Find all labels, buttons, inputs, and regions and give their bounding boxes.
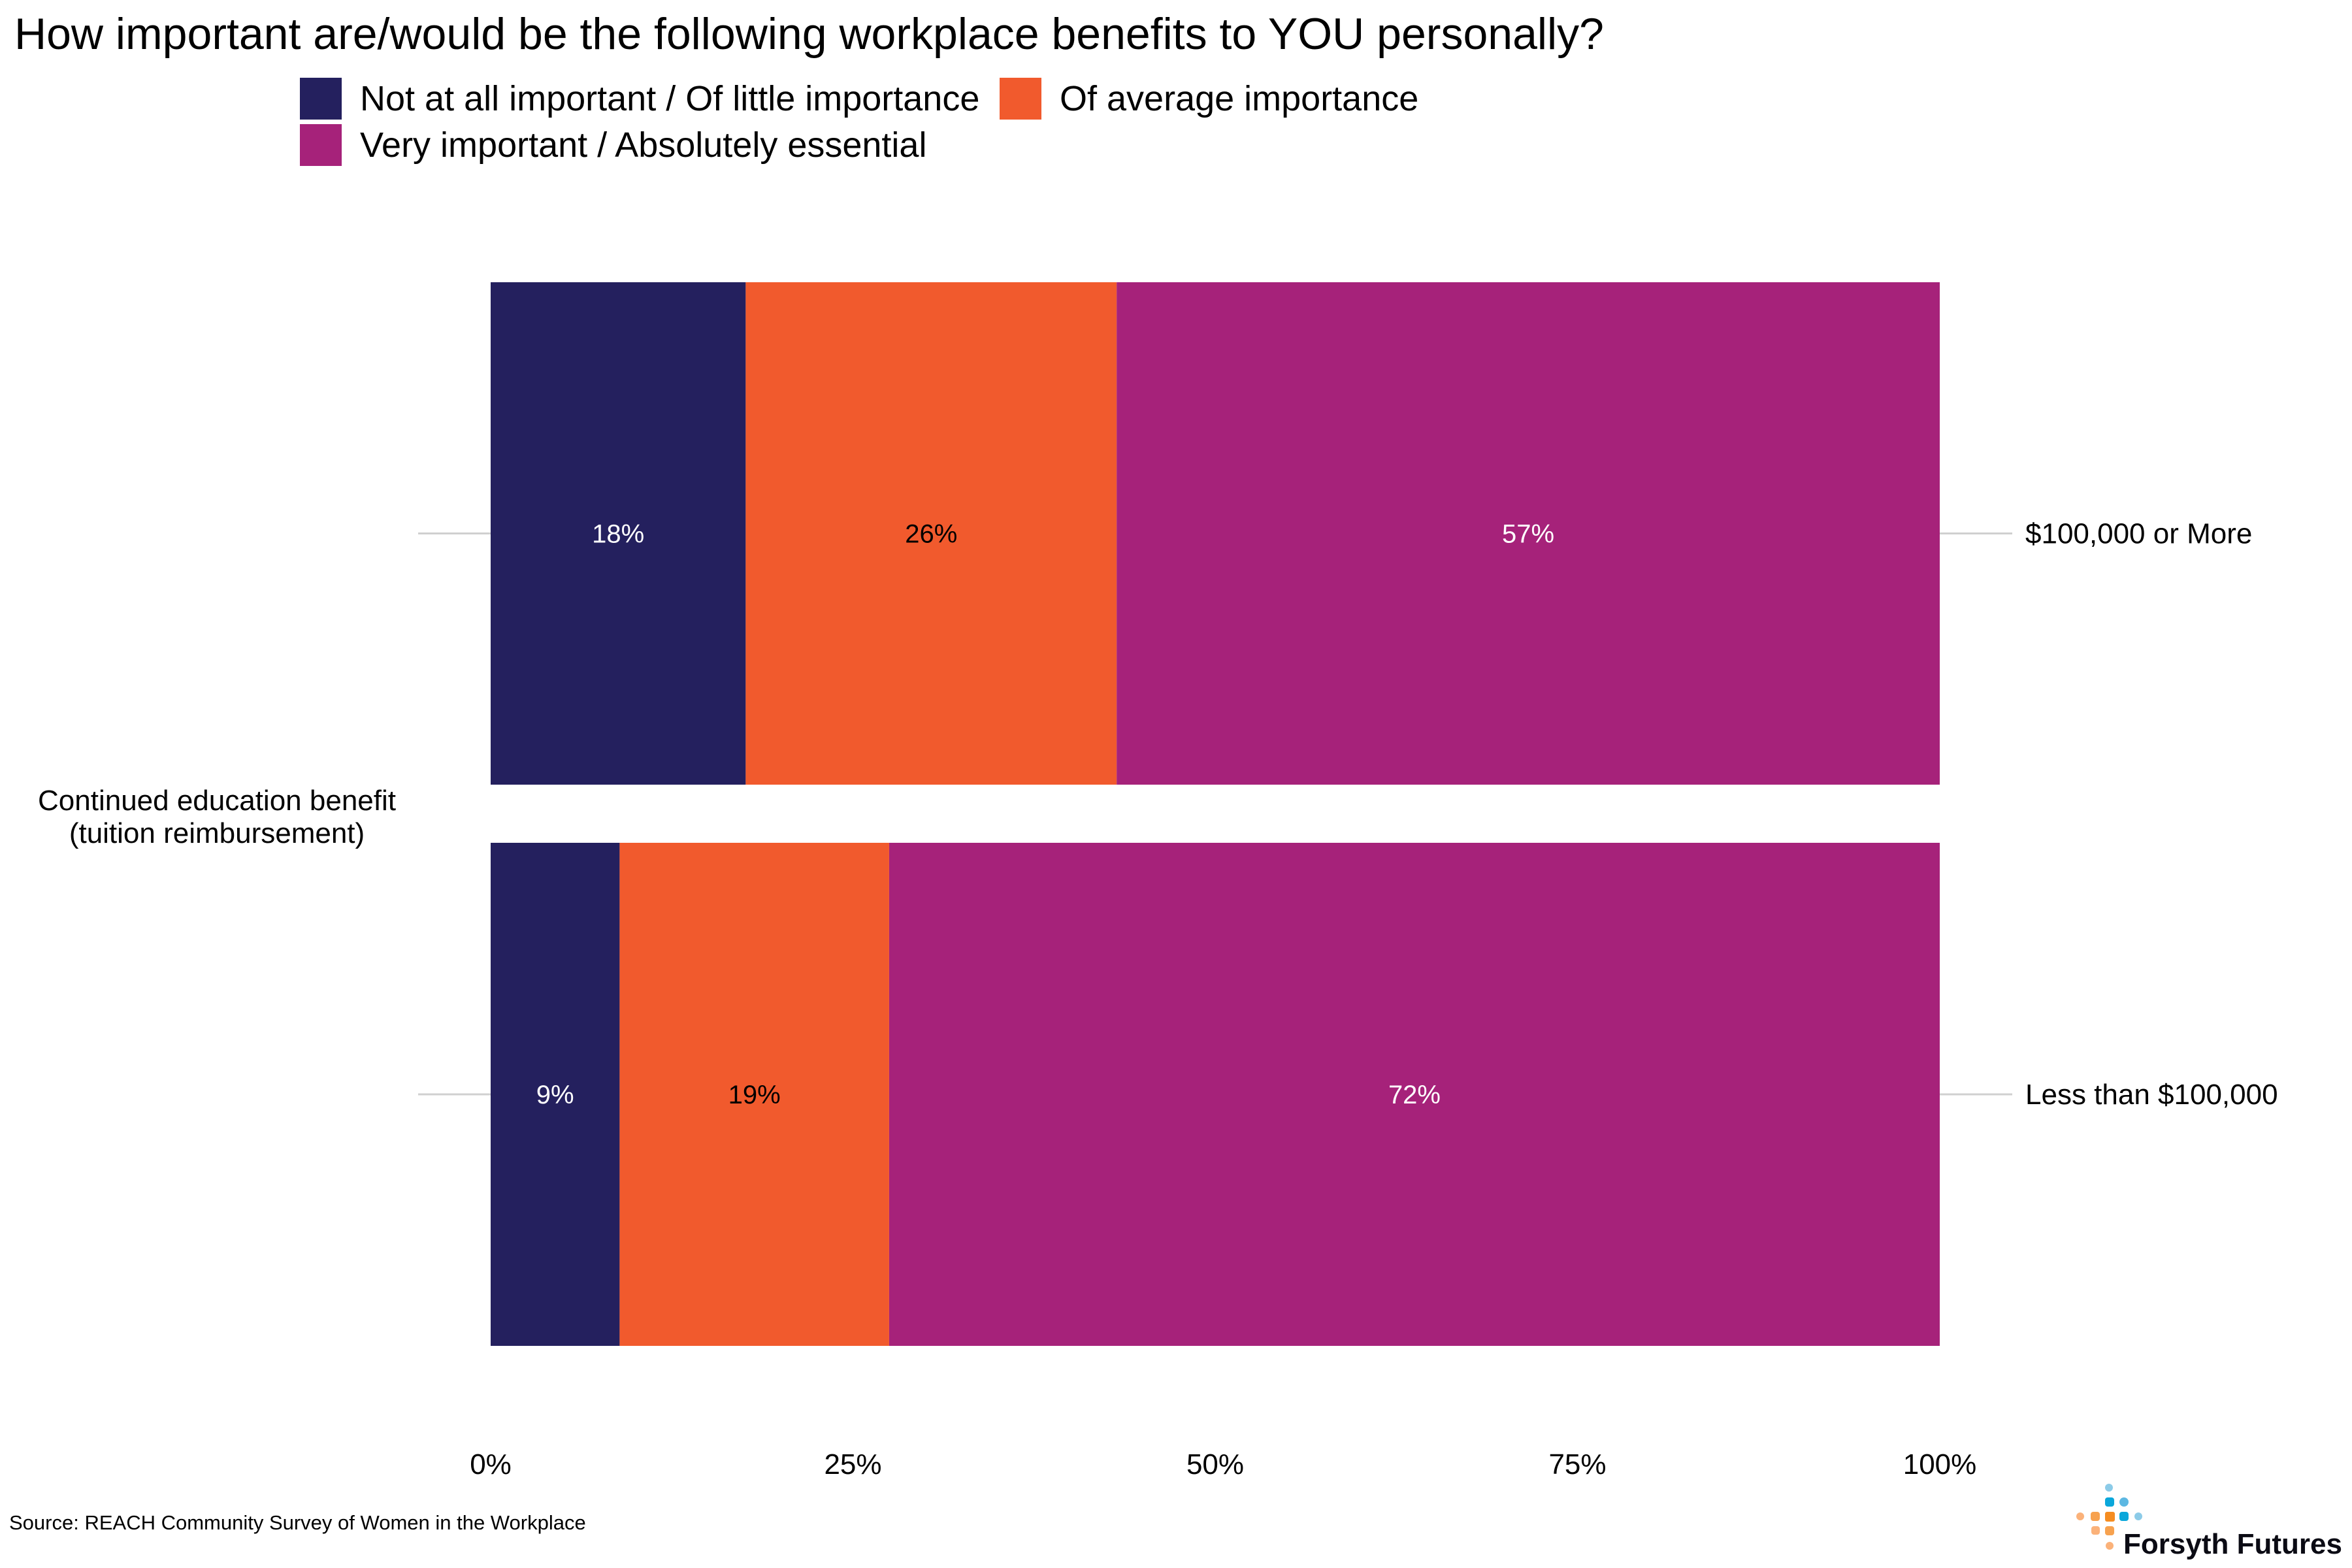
category-label-line2: (tuition reimbursement) [69,817,365,849]
x-tick-label: 100% [1903,1448,1977,1480]
bar-segment [619,843,889,1346]
x-tick-label: 0% [470,1448,512,1480]
bar-segment [889,843,1940,1346]
forsyth-futures-logo: Forsyth Futures [2076,1484,2342,1560]
legend-label: Not at all important / Of little importa… [360,79,979,118]
data-label: 18% [592,520,644,549]
data-label: 72% [1388,1081,1441,1109]
source-note: Source: REACH Community Survey of Women … [9,1511,586,1534]
legend: Not at all important / Of little importa… [300,78,1418,166]
group-label: $100,000 or More [2025,518,2252,550]
data-label: 19% [728,1081,781,1109]
bar-segment [1117,282,1940,785]
chart-title: How important are/would be the following… [14,9,1604,59]
x-tick-label: 75% [1548,1448,1606,1480]
legend-swatch [1000,78,1041,120]
legend-label: Of average importance [1060,79,1418,118]
logo-text: Forsyth Futures [2123,1528,2342,1560]
legend-swatch [300,78,342,120]
bar-segment [745,282,1117,785]
legend-label: Very important / Absolutely essential [360,125,926,165]
legend-swatch [300,124,342,166]
bar-segment [491,843,620,1346]
data-label: 26% [905,520,957,549]
data-label: 9% [536,1081,574,1109]
bar-segment [491,282,746,785]
plot-area: 18% 26% 57% $100,000 or More 9% 19% 72% Less th… [418,282,2278,1480]
data-label: 57% [1502,520,1554,549]
category-label-line1: Continued education benefit [38,785,396,817]
x-tick-label: 25% [824,1448,881,1480]
group-label: Less than $100,000 [2025,1079,2278,1111]
x-tick-label: 50% [1186,1448,1244,1480]
